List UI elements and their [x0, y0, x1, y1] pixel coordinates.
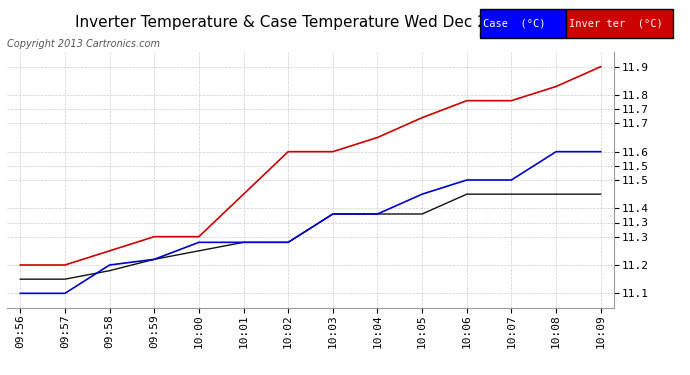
Text: Case  (°C): Case (°C) [483, 18, 546, 28]
Text: Copyright 2013 Cartronics.com: Copyright 2013 Cartronics.com [7, 39, 160, 50]
Text: Inverter Temperature & Case Temperature Wed Dec 25 10:09: Inverter Temperature & Case Temperature … [75, 15, 546, 30]
Text: Inver ter  (°C): Inver ter (°C) [569, 18, 663, 28]
